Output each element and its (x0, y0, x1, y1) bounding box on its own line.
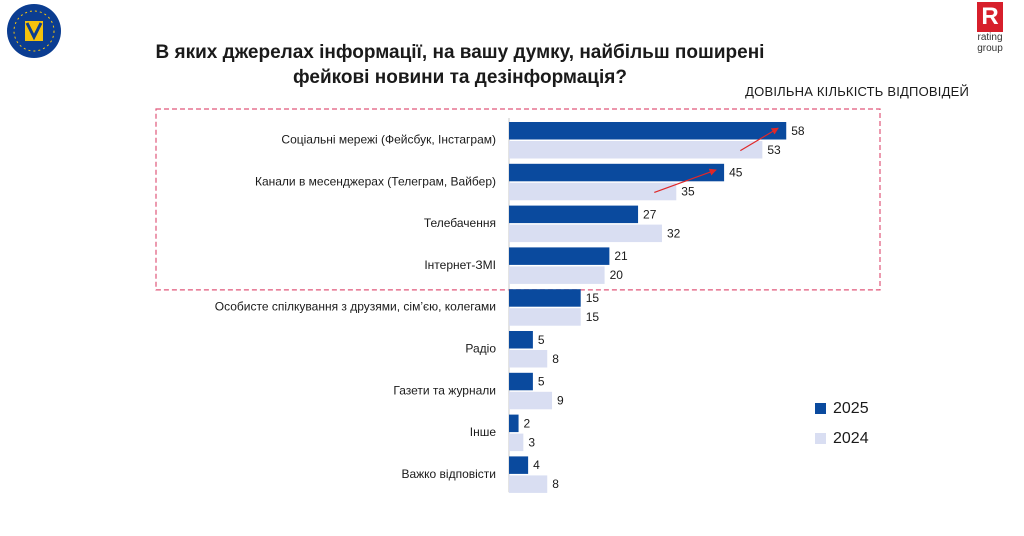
bar-2024 (509, 141, 763, 159)
rating-group-logo: R rating group (966, 2, 1014, 56)
value-label-2025: 21 (614, 249, 628, 263)
eu-logo (6, 3, 62, 59)
category-label: Інтернет-ЗМІ (424, 258, 496, 272)
value-label-2025: 45 (729, 166, 743, 180)
rating-logo-line1: rating (977, 32, 1003, 43)
value-label-2025: 5 (538, 333, 545, 347)
bar-2024 (509, 308, 581, 326)
bar-2025 (509, 331, 533, 349)
increase-arrow (740, 127, 779, 152)
category-label: Соціальні мережі (Фейсбук, Інстаграм) (281, 133, 496, 147)
bar-2025 (509, 456, 529, 474)
bar-2025 (509, 122, 787, 140)
value-label-2024: 8 (552, 352, 559, 366)
title-line-1: В яких джерелах інформації, на вашу думк… (155, 42, 765, 63)
value-label-2025: 27 (643, 207, 657, 221)
value-label-2025: 2 (524, 416, 531, 430)
category-label: Інше (470, 425, 497, 439)
value-label-2024: 15 (586, 310, 600, 324)
response-note: ДОВІЛЬНА КІЛЬКІСТЬ ВІДПОВІДЕЙ (745, 84, 969, 99)
category-label: Особисте спілкування з друзями, сім’єю, … (215, 300, 496, 314)
increase-arrow (654, 168, 717, 193)
value-label-2025: 15 (586, 291, 600, 305)
bar-2025 (509, 372, 533, 391)
bar-2025 (509, 247, 610, 265)
legend-swatch-2025 (815, 403, 826, 414)
value-label-2024: 9 (557, 394, 564, 408)
value-label-2025: 58 (791, 124, 805, 138)
legend-swatch-2024 (815, 433, 826, 444)
category-label: Канали в месенджерах (Телеграм, Вайбер) (255, 174, 496, 188)
bar-2024 (509, 224, 662, 243)
category-label: Телебачення (424, 216, 496, 230)
bar-2024 (509, 182, 677, 201)
bar-2025 (509, 163, 725, 182)
value-label-2025: 5 (538, 375, 545, 389)
bar-2024 (509, 266, 605, 284)
legend-label-2024: 2024 (833, 430, 869, 447)
value-label-2024: 20 (610, 268, 624, 282)
bar-2025 (509, 414, 519, 433)
rating-r-mark: R (977, 2, 1003, 32)
category-label: Газети та журнали (393, 383, 496, 397)
value-label-2024: 53 (767, 143, 781, 157)
category-label: Важко відповісти (401, 467, 496, 481)
bar-2024 (509, 433, 524, 452)
bar-2025 (509, 289, 581, 307)
value-label-2024: 32 (667, 226, 681, 240)
value-label-2024: 3 (528, 435, 535, 449)
rating-logo-line2: group (977, 43, 1003, 54)
bar-2024 (509, 391, 553, 410)
value-label-2025: 4 (533, 458, 540, 472)
title-line-2: фейкові новини та дезінформація? (293, 67, 627, 88)
chart-title: В яких джерелах інформації, на вашу думк… (120, 40, 800, 90)
bar-2024 (509, 475, 548, 493)
value-label-2024: 35 (681, 185, 695, 199)
bar-2024 (509, 350, 548, 368)
category-label: Радіо (465, 342, 496, 356)
legend-label-2025: 2025 (833, 400, 869, 417)
value-label-2024: 8 (552, 477, 559, 491)
bar-2025 (509, 205, 639, 224)
